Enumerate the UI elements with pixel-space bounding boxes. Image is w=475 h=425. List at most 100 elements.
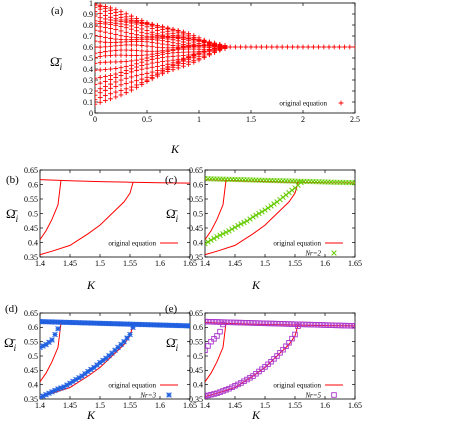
- panel-c: 1.4 1.45 1.5 1.55 1.6 1.650.350.40.450.50.550…: [165, 166, 362, 292]
- data-point: [108, 59, 113, 65]
- data-point: [259, 209, 265, 215]
- data-point: [85, 320, 91, 326]
- data-point: [124, 321, 130, 327]
- data-point: [108, 48, 113, 54]
- x-tick-label: 1.55: [123, 259, 137, 268]
- data-point: [118, 42, 124, 48]
- data-point: [118, 321, 124, 327]
- data-point: [103, 53, 108, 59]
- x-tick-label: 1.4: [35, 401, 45, 410]
- data-point: [144, 79, 150, 84]
- y-tick-label: 0.45: [24, 224, 38, 233]
- data-point: [55, 325, 61, 332]
- data-point: [97, 99, 103, 105]
- data-point: [229, 319, 235, 326]
- data-point: [269, 44, 275, 50]
- y-tick-label: 0.8: [83, 21, 93, 30]
- data-point: [91, 364, 97, 371]
- data-point: [208, 338, 214, 345]
- data-point: [130, 321, 136, 328]
- data-point: [67, 380, 73, 387]
- data-point: [82, 370, 88, 377]
- data-point: [95, 75, 98, 81]
- panel-a: 0 0.5 1 1.5 2 2.500.10.20.30.40.50.60.70.80.9…: [50, 0, 360, 156]
- x-tick-label: 1.65: [348, 259, 362, 268]
- data-point: [109, 350, 115, 356]
- data-point: [97, 11, 103, 17]
- y-tick-label: 0.4: [83, 65, 93, 74]
- data-point: [321, 44, 327, 50]
- data-point: [61, 384, 67, 390]
- data-point: [274, 320, 280, 327]
- data-point: [49, 389, 55, 395]
- data-point: [113, 75, 119, 80]
- legend-label: Nr=3: [139, 392, 156, 400]
- data-point: [172, 322, 178, 329]
- data-point: [103, 8, 108, 14]
- data-point: [149, 60, 155, 66]
- data-point: [43, 341, 49, 348]
- x-axis-label: K: [170, 142, 180, 156]
- data-point: [95, 20, 98, 26]
- data-point: [337, 322, 343, 329]
- data-point: [259, 44, 264, 50]
- data-point: [113, 52, 119, 58]
- data-point: [243, 44, 249, 50]
- data-point: [113, 43, 119, 49]
- data-point: [208, 391, 214, 398]
- data-point: [268, 320, 274, 327]
- data-point: [319, 322, 325, 328]
- data-point: [264, 44, 269, 50]
- data-point: [285, 44, 290, 50]
- y-tick-label: 0.1: [83, 98, 93, 107]
- y-tick-label: 0.45: [189, 366, 203, 375]
- data-point: [113, 94, 119, 100]
- data-point: [97, 320, 103, 327]
- data-point: [118, 73, 124, 78]
- data-point: [268, 358, 274, 365]
- data-point: [95, 3, 98, 7]
- data-point: [97, 80, 103, 86]
- legend-label: original equation: [273, 382, 321, 390]
- data-point: [247, 216, 253, 222]
- data-point: [238, 380, 244, 386]
- panel-label: (c): [165, 174, 178, 186]
- data-point: [334, 322, 340, 329]
- data-point: [70, 319, 76, 326]
- data-point: [307, 321, 313, 328]
- data-point: [123, 71, 129, 76]
- x-tick-label: 1.45: [63, 401, 77, 410]
- x-tick-label: 1.65: [183, 401, 197, 410]
- data-point: [325, 322, 331, 328]
- data-point: [148, 321, 154, 328]
- series-line-original: [205, 325, 299, 398]
- data-point: [76, 319, 82, 326]
- data-point: [118, 28, 124, 34]
- data-point: [283, 343, 289, 350]
- data-point: [97, 6, 103, 12]
- data-point: [108, 26, 113, 31]
- data-point: [139, 82, 145, 87]
- data-point: [134, 53, 139, 58]
- x-tick-label: 1.4: [200, 259, 210, 268]
- panel-d: 1.4 1.45 1.5 1.55 1.6 1.65 0.35 0.4 0.45 0.5 0.55 0…: [4, 303, 197, 422]
- data-point: [123, 81, 129, 86]
- data-point: [191, 59, 197, 65]
- data-point: [235, 381, 241, 388]
- x-tick-label: 1.55: [123, 401, 137, 410]
- y-tick-label: 0.4: [193, 380, 203, 389]
- data-point: [139, 66, 145, 72]
- data-point: [139, 43, 145, 48]
- data-point: [103, 59, 108, 65]
- data-point: [40, 343, 46, 349]
- data-point: [149, 76, 155, 82]
- data-point: [46, 390, 52, 397]
- data-point: [277, 350, 283, 356]
- data-point: [49, 337, 55, 343]
- data-point: [46, 319, 52, 325]
- data-point: [220, 231, 226, 237]
- data-point: [337, 44, 342, 50]
- data-point: [123, 25, 129, 31]
- data-point: [155, 55, 160, 61]
- data-point: [256, 320, 262, 326]
